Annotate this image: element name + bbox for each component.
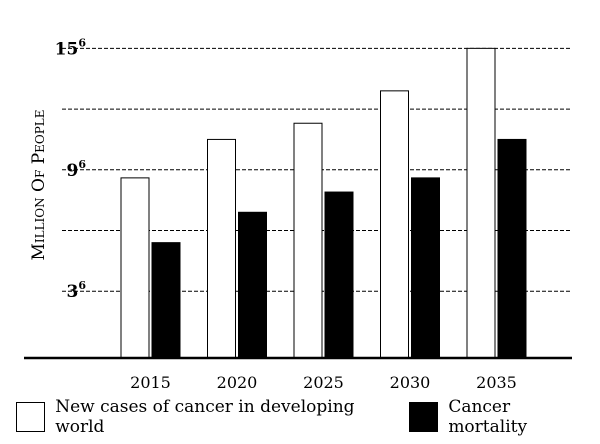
bar-new-cases-2020	[207, 138, 236, 359]
legend-swatch-black	[409, 402, 439, 432]
legend: New cases of cancer in developing world …	[16, 397, 600, 437]
bars	[120, 47, 527, 359]
y-tick-label: 36	[67, 279, 87, 302]
bar-new-cases-2025	[293, 122, 323, 359]
bar-mortality-2020	[238, 211, 267, 359]
legend-label-new-cases: New cases of cancer in developing world	[55, 397, 355, 437]
y-tick-label: 156	[55, 36, 87, 59]
legend-label-mortality: Cancer mortality	[448, 397, 528, 437]
y-tick-label: 96	[67, 158, 87, 181]
x-tick-label: 2025	[303, 373, 344, 392]
y-axis-label: Million Of People	[29, 109, 49, 260]
bar-mortality-2035	[497, 138, 527, 359]
bar-new-cases-2035	[466, 47, 496, 359]
bar-mortality-2015	[151, 242, 181, 359]
x-tick-label: 2030	[390, 373, 431, 392]
bar-new-cases-2015	[120, 177, 150, 359]
y-tick-labels: 156 96 36	[55, 36, 87, 302]
bar-new-cases-2030	[380, 90, 409, 359]
x-tick-label: 2020	[217, 373, 258, 392]
x-tick-labels: 2015 2020 2025 2030 2035	[130, 373, 517, 392]
legend-item-new-cases: New cases of cancer in developing world	[16, 397, 399, 437]
x-tick-label: 2015	[130, 373, 171, 392]
legend-item-mortality: Cancer mortality	[409, 397, 590, 437]
bar-mortality-2030	[411, 177, 440, 359]
x-tick-label: 2035	[476, 373, 517, 392]
bar-mortality-2025	[324, 191, 354, 359]
legend-swatch-white	[16, 402, 46, 432]
